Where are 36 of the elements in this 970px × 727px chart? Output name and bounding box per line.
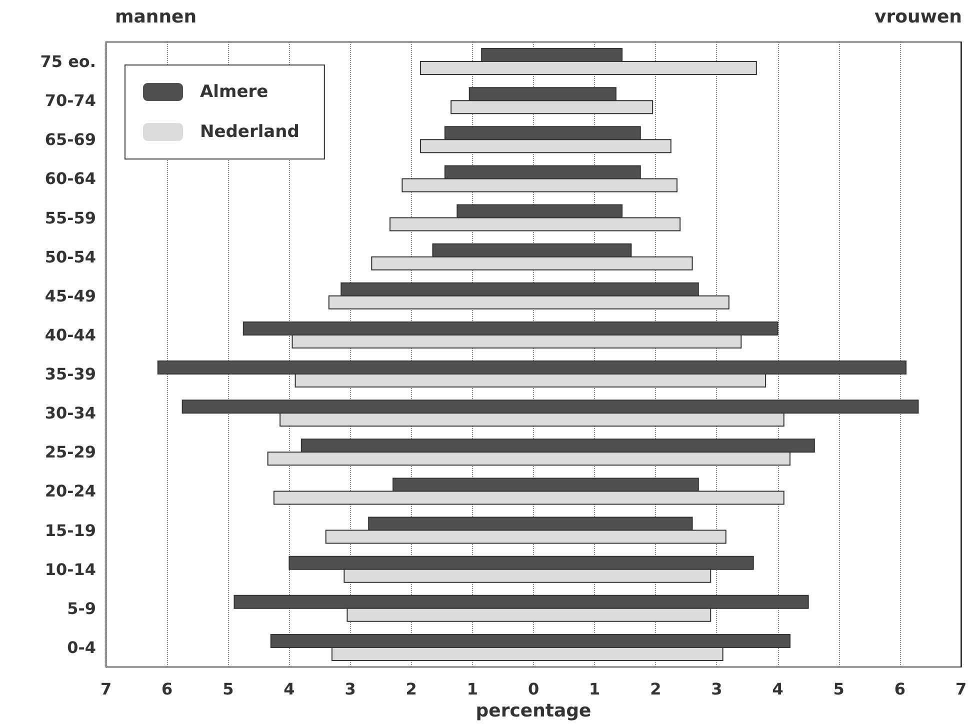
x-tick-label: 6 — [894, 680, 906, 698]
text: mannen — [115, 6, 197, 28]
y-tick-label: 65-69 — [44, 130, 96, 150]
x-tick-label: 6 — [162, 680, 173, 698]
y-tick-label: 25-29 — [44, 442, 96, 462]
y-tick-label: 20-24 — [44, 482, 96, 501]
x-tick-label: 0 — [528, 680, 540, 698]
y-tick-label: 35-39 — [44, 364, 96, 384]
y-tick-label: 40-44 — [44, 325, 96, 344]
legend-label: Nederland — [200, 122, 300, 142]
x-tick-label: 3 — [711, 680, 722, 698]
x-tick-label: 1 — [466, 680, 478, 698]
y-tick-label: 45-49 — [44, 286, 96, 306]
x-tick-label: 4 — [772, 680, 784, 698]
x-tick-label: 4 — [284, 680, 295, 698]
y-tick-label: 5-9 — [67, 598, 96, 618]
y-tick-label: 0-4 — [67, 638, 96, 657]
text: vrouwen — [874, 6, 962, 28]
x-tick-label: 7 — [100, 680, 112, 698]
y-tick-label: 75 eo. — [40, 52, 96, 72]
legend-label: Almere — [200, 82, 268, 102]
x-tick-label: 5 — [833, 680, 844, 698]
x-axis-title: percentage — [476, 700, 592, 722]
x-tick-label: 7 — [955, 680, 967, 698]
y-tick-label: 10-14 — [44, 560, 96, 579]
y-tick-label: 70-74 — [44, 91, 96, 110]
x-tick-label: 3 — [344, 680, 356, 698]
x-tick-label: 5 — [222, 680, 234, 698]
y-tick-label: 15-19 — [44, 520, 96, 540]
y-tick-label: 50-54 — [44, 247, 96, 266]
x-tick-label: 1 — [589, 680, 600, 698]
x-tick-label: 2 — [650, 680, 662, 698]
y-tick-label: 60-64 — [44, 169, 96, 188]
y-tick-label: 30-34 — [44, 404, 96, 423]
y-tick-label: 55-59 — [44, 208, 96, 228]
x-tick-label: 2 — [406, 680, 417, 698]
